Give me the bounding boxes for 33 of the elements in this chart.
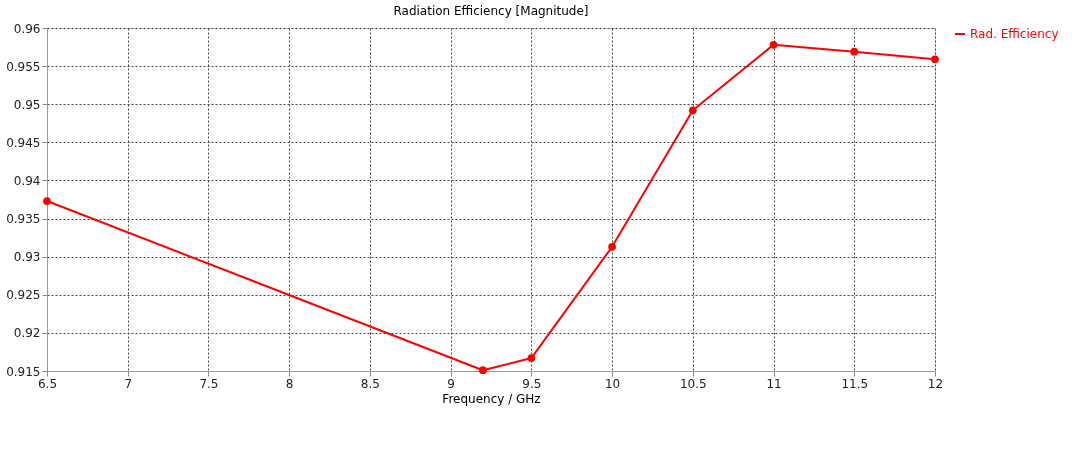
x-tick-label: 11 [766,376,782,391]
y-tick-label: 0.94 [13,173,41,188]
point [850,47,859,56]
y-tick-label: 0.92 [13,326,41,341]
x-tick-label: 7.5 [199,376,219,391]
x-tick-label: 8 [285,376,294,391]
y-tick-label: 0.935 [6,212,41,227]
point [769,40,778,49]
point [43,197,51,205]
legend-label: Rad. Efficiency [970,27,1059,41]
y-tick-label: 0.925 [6,288,41,303]
y-tick-label: 0.955 [6,59,41,74]
x-tick-label: 12 [927,376,944,391]
y-tick-label: 0.95 [13,97,41,112]
x-tick-label: 7 [124,376,133,391]
x-tick-label: 9 [447,376,455,391]
chart-title: Radiation Efficiency [Magnitude] [393,4,589,18]
y-tick-label: 0.93 [13,250,41,265]
point [931,55,939,64]
x-axis-title: Frequency / GHz [442,391,541,406]
point [527,354,536,362]
y-tick-label: 0.96 [13,21,41,36]
y-tick-label: 0.915 [6,364,41,379]
x-tick-label: 10 [604,376,621,391]
point [688,106,697,115]
x-tick-label: 8.5 [360,376,380,391]
point [608,242,616,251]
x-tick-label: 6.5 [37,376,58,391]
y-tick-label: 0.945 [6,135,41,150]
x-tick-label: 11.5 [841,376,869,391]
x-tick-label: 9.5 [522,376,542,391]
x-tick-label: 10.5 [679,376,707,391]
point [479,366,487,375]
